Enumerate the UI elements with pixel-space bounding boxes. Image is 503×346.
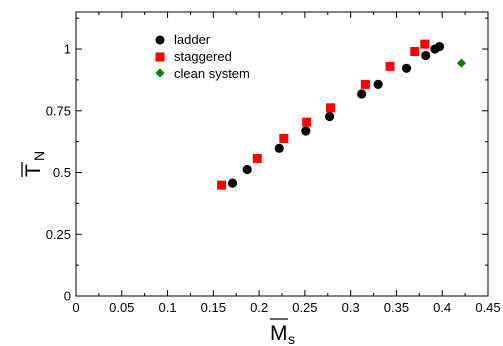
x-axis-title-main: M <box>270 322 288 345</box>
point-ladder <box>373 79 383 89</box>
y-axis-title: T N <box>21 151 47 177</box>
point-staggered <box>360 79 370 89</box>
point-ladder <box>401 63 412 73</box>
point-ladder <box>421 50 431 61</box>
point-ladder <box>434 41 445 52</box>
x-tick-label: 0.35 <box>384 300 409 315</box>
x-tick-label: 0.3 <box>342 300 360 315</box>
point-staggered <box>252 153 262 163</box>
x-axis-title: M s <box>270 318 295 346</box>
legend-marker-clean-system <box>155 68 165 78</box>
x-tick-label: 0.2 <box>250 300 268 315</box>
y-axis-title-sub: N <box>31 151 47 161</box>
axis-ticks <box>75 12 489 297</box>
x-tick-label: 0.15 <box>201 300 226 315</box>
point-staggered <box>420 39 430 49</box>
point-staggered <box>302 117 312 127</box>
data-points <box>217 39 466 190</box>
x-tick-label: 0.05 <box>109 300 134 315</box>
x-tick-label: 0.1 <box>159 300 177 315</box>
point-ladder <box>242 164 252 175</box>
x-tick-label: 0.25 <box>292 300 317 315</box>
point-clean-system <box>456 58 466 68</box>
y-axis-title-main: T <box>22 164 45 177</box>
legend-label-clean-system: clean system <box>174 66 250 81</box>
x-tick-label: 0.45 <box>475 300 500 315</box>
y-tick-label: 1 <box>64 42 71 57</box>
y-tick-label: 0.25 <box>46 227 71 242</box>
point-staggered <box>410 47 420 57</box>
point-staggered <box>385 61 395 71</box>
point-staggered <box>279 133 289 143</box>
legend-label-ladder: ladder <box>174 32 211 47</box>
x-axis-title-sub: s <box>288 331 295 346</box>
legend-marker-staggered <box>155 52 165 62</box>
point-staggered <box>217 180 227 190</box>
point-ladder <box>274 143 284 153</box>
legend: ladder staggered clean system <box>155 32 250 81</box>
point-ladder <box>227 178 238 188</box>
x-tick-label: 0 <box>72 300 79 315</box>
y-tick-label: 0 <box>64 289 71 304</box>
point-ladder <box>301 126 311 136</box>
y-tick-label: 0.75 <box>46 103 71 118</box>
point-staggered <box>326 103 336 113</box>
axis-tick-labels: 0 0.05 0.1 0.15 0.2 0.25 0.3 0.35 0.4 0.45 0 0.25 0.… <box>46 42 501 315</box>
legend-marker-ladder <box>155 35 165 45</box>
point-ladder <box>357 89 367 99</box>
x-tick-label: 0.4 <box>433 300 451 315</box>
y-tick-label: 0.5 <box>53 165 71 180</box>
legend-label-staggered: staggered <box>174 49 232 64</box>
point-ladder <box>325 111 335 122</box>
